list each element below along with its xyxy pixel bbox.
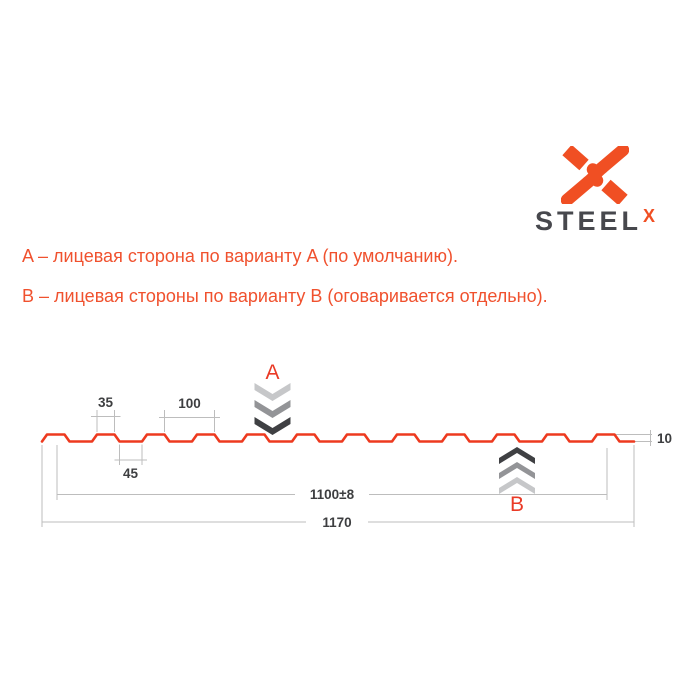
side-b-chevron-light bbox=[499, 477, 535, 494]
side-b-chevron-dark bbox=[499, 447, 535, 464]
dim-sheet-height: 10 bbox=[657, 431, 672, 446]
side-a-chevron-dark bbox=[254, 417, 291, 435]
x-s-stroke-lower bbox=[561, 163, 602, 204]
dim-working-width: 1100±8 bbox=[310, 487, 355, 502]
side-a-chevron-light bbox=[254, 383, 291, 401]
dim-lines-rib-pitch bbox=[159, 410, 220, 432]
profile-drawing: 35 100 45 10 1100±8 1170 A B bbox=[40, 361, 672, 530]
side-a-label: A bbox=[265, 361, 279, 384]
brand-logo: STEELX bbox=[511, 146, 679, 235]
note-variant-a: A – лицевая сторона по варианту A (по ум… bbox=[22, 246, 458, 266]
x-arm-top-left bbox=[562, 146, 589, 171]
x-icon-strokes bbox=[561, 146, 629, 204]
x-arm-bottom-right bbox=[601, 179, 628, 204]
side-a-chevron-mid bbox=[254, 400, 291, 418]
dim-text-gap-working-width bbox=[295, 487, 369, 502]
brand-wordmark: STEELX bbox=[534, 206, 656, 236]
side-a-chevrons bbox=[254, 383, 291, 435]
dim-rib-pitch: 100 bbox=[178, 396, 201, 411]
dim-overall-width: 1170 bbox=[322, 515, 351, 530]
side-b-chevron-mid bbox=[499, 462, 535, 479]
brand-wordmark-text: STEEL bbox=[534, 206, 642, 236]
dim-lines-groove-width bbox=[114, 444, 147, 465]
side-b-label: B bbox=[510, 493, 524, 516]
brand-wordmark-x: X bbox=[643, 206, 656, 226]
dim-text-gap-overall-width bbox=[306, 514, 368, 530]
steelx-x-icon bbox=[561, 146, 629, 204]
side-b-chevrons bbox=[499, 447, 535, 494]
dim-groove-width: 45 bbox=[123, 466, 139, 481]
sheet-profile-line bbox=[40, 433, 636, 443]
dim-lines-sheet-height bbox=[614, 430, 652, 446]
dim-rib-top-width: 35 bbox=[98, 395, 114, 410]
dim-lines-rib-top-width bbox=[91, 410, 121, 432]
note-variant-b: B – лицевая стороны по варианту B (огова… bbox=[22, 286, 548, 306]
